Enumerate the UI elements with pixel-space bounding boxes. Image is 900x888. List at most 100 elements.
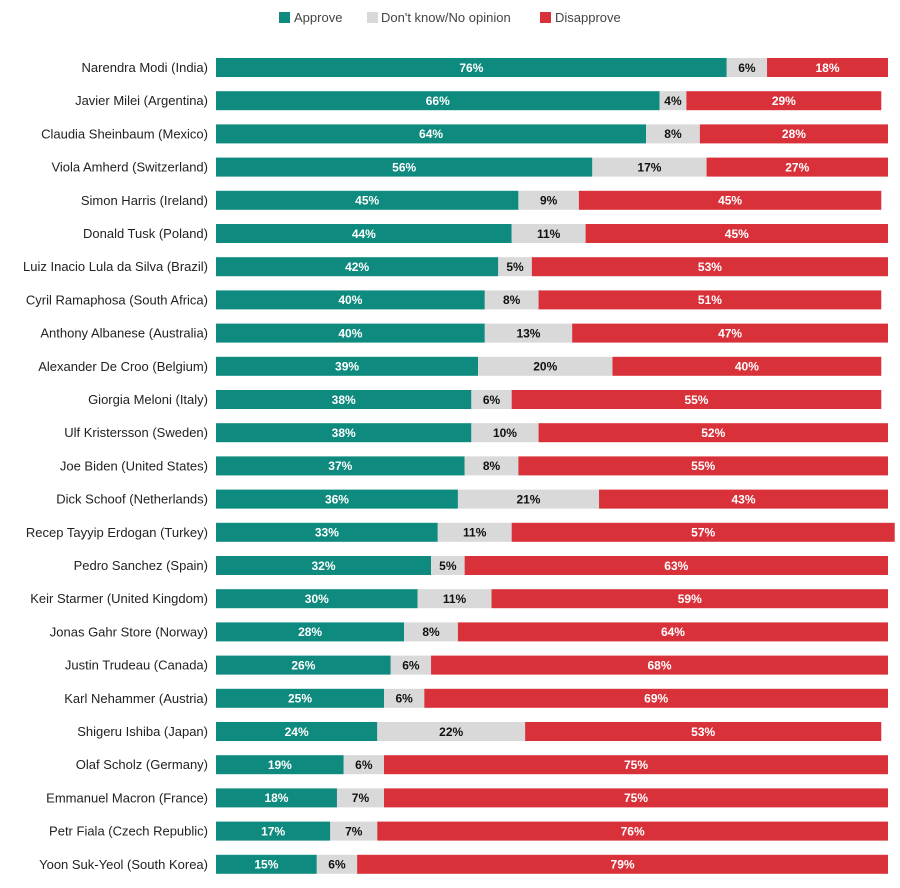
chart-row: Recep Tayyip Erdogan (Turkey) 33% 11% 57% — [26, 522, 895, 542]
bar-segment-disapprove — [706, 157, 888, 177]
bar-segment-approve — [216, 124, 647, 144]
bar-segment-approve — [216, 589, 418, 609]
bar-segment-approve — [216, 755, 344, 775]
bar-segment-approve — [216, 556, 432, 575]
data-label-disapprove: 55% — [684, 393, 708, 407]
bar-segment-don-t-know-no-opinion — [330, 821, 378, 841]
chart-row: Ulf Kristersson (Sweden) 38% 10% 52% — [64, 423, 888, 443]
chart-row: Viola Amherd (Switzerland) 56% 17% 27% — [51, 157, 888, 177]
legend-label-approve: Approve — [294, 10, 342, 25]
bar-segment-disapprove — [538, 423, 888, 443]
data-label-approve: 24% — [285, 725, 309, 739]
category-label: Viola Amherd (Switzerland) — [51, 160, 208, 175]
data-label-disapprove: 29% — [772, 94, 796, 108]
category-label: Luiz Inacio Lula da Silva (Brazil) — [23, 259, 208, 274]
bar-segment-don-t-know-no-opinion — [316, 854, 358, 874]
category-label: Cyril Ramaphosa (South Africa) — [26, 292, 208, 307]
data-label-don-t-know-no-opinion: 8% — [483, 459, 501, 473]
data-label-approve: 26% — [291, 658, 315, 672]
chart-row: Luiz Inacio Lula da Silva (Brazil) 42% 5% 5… — [23, 257, 888, 277]
legend: Approve Don't know/No opinion Disapprove — [279, 10, 621, 25]
bar-segment-disapprove — [538, 290, 882, 310]
data-label-approve: 38% — [332, 426, 356, 440]
data-label-disapprove: 51% — [698, 293, 722, 307]
bar-segment-disapprove — [511, 390, 882, 409]
bar-segment-approve — [216, 489, 458, 509]
category-label: Ulf Kristersson (Sweden) — [64, 425, 208, 440]
data-label-don-t-know-no-opinion: 8% — [422, 625, 440, 639]
data-label-approve: 66% — [426, 94, 450, 108]
data-label-don-t-know-no-opinion: 5% — [439, 559, 457, 573]
bar-segment-disapprove — [578, 190, 882, 210]
chart-row: Emmanuel Macron (France) 18% 7% 75% — [46, 788, 888, 808]
category-label: Anthony Albanese (Australia) — [40, 326, 208, 341]
bar-segment-approve — [216, 821, 331, 841]
category-label: Olaf Scholz (Germany) — [76, 757, 208, 772]
category-label: Donald Tusk (Poland) — [83, 226, 208, 241]
data-label-approve: 25% — [288, 692, 312, 706]
data-label-disapprove: 76% — [621, 824, 645, 838]
data-label-approve: 39% — [335, 360, 359, 374]
chart-row: Yoon Suk-Yeol (South Korea) 15% 6% 79% — [39, 854, 888, 874]
data-label-don-t-know-no-opinion: 6% — [483, 393, 501, 407]
data-label-approve: 17% — [261, 824, 285, 838]
bar-segment-don-t-know-no-opinion — [646, 124, 700, 144]
bar-segment-don-t-know-no-opinion — [498, 257, 532, 277]
bar-segment-don-t-know-no-opinion — [437, 522, 512, 542]
data-label-disapprove: 52% — [701, 426, 725, 440]
category-label: Yoon Suk-Yeol (South Korea) — [39, 857, 208, 872]
bar-segment-approve — [216, 390, 472, 409]
data-label-disapprove: 28% — [782, 127, 806, 141]
data-label-disapprove: 75% — [624, 758, 648, 772]
category-label: Emmanuel Macron (France) — [46, 790, 208, 805]
category-label: Joe Biden (United States) — [60, 458, 208, 473]
legend-swatch-approve — [279, 12, 290, 23]
bar-segment-don-t-know-no-opinion — [659, 91, 687, 111]
data-label-don-t-know-no-opinion: 11% — [443, 592, 467, 606]
category-label: Javier Milei (Argentina) — [75, 93, 208, 108]
chart-row: Javier Milei (Argentina) 66% 4% 29% — [75, 91, 882, 111]
chart-row: Olaf Scholz (Germany) 19% 6% 75% — [76, 755, 888, 775]
category-label: Giorgia Meloni (Italy) — [88, 392, 208, 407]
bar-segment-approve — [216, 58, 727, 77]
bar-segment-don-t-know-no-opinion — [484, 323, 573, 343]
bar-segment-disapprove — [599, 489, 888, 509]
category-label: Narendra Modi (India) — [82, 60, 208, 75]
data-label-disapprove: 55% — [691, 459, 715, 473]
bar-segment-approve — [216, 157, 593, 177]
bar-segment-approve — [216, 323, 485, 343]
legend-label-disapprove: Disapprove — [555, 10, 621, 25]
data-label-don-t-know-no-opinion: 5% — [506, 260, 524, 274]
data-label-approve: 18% — [264, 791, 288, 805]
bar-segment-disapprove — [357, 854, 888, 874]
chart-row: Karl Nehammer (Austria) 25% 6% 69% — [64, 688, 888, 708]
data-label-disapprove: 53% — [698, 260, 722, 274]
bar-segment-disapprove — [457, 622, 888, 642]
category-label: Alexander De Croo (Belgium) — [38, 359, 208, 374]
bar-segment-don-t-know-no-opinion — [457, 489, 600, 509]
data-label-disapprove: 53% — [691, 725, 715, 739]
data-label-approve: 40% — [338, 293, 362, 307]
category-label: Pedro Sanchez (Spain) — [74, 558, 208, 573]
data-label-don-t-know-no-opinion: 6% — [328, 858, 346, 872]
data-label-approve: 28% — [298, 625, 322, 639]
bar-segment-approve — [216, 290, 485, 310]
legend-swatch-disapprove — [540, 12, 551, 23]
legend-label-don-t-know-no-opinion: Don't know/No opinion — [381, 10, 511, 25]
bar-segment-don-t-know-no-opinion — [484, 290, 539, 310]
chart-row: Donald Tusk (Poland) 44% 11% 45% — [83, 224, 888, 243]
chart-row: Justin Trudeau (Canada) 26% 6% 68% — [65, 655, 888, 675]
data-label-disapprove: 79% — [611, 858, 635, 872]
data-label-don-t-know-no-opinion: 6% — [355, 758, 373, 772]
bar-segment-approve — [216, 423, 472, 443]
bar-segment-approve — [216, 356, 479, 376]
data-label-approve: 15% — [254, 858, 278, 872]
bar-segment-approve — [216, 224, 512, 243]
data-label-disapprove: 43% — [732, 492, 756, 506]
bar-segment-disapprove — [699, 124, 888, 144]
category-label: Shigeru Ishiba (Japan) — [77, 724, 208, 739]
data-label-approve: 40% — [338, 326, 362, 340]
category-label: Jonas Gahr Store (Norway) — [50, 624, 208, 639]
data-label-don-t-know-no-opinion: 7% — [352, 791, 370, 805]
chart-row: Simon Harris (Ireland) 45% 9% 45% — [81, 190, 882, 210]
